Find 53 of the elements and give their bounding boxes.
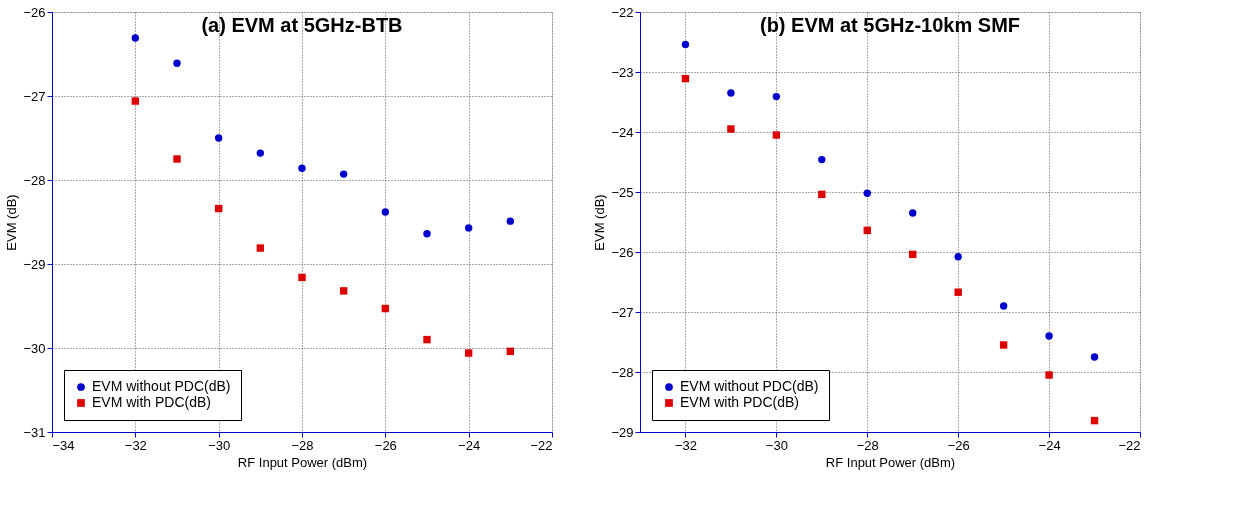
point xyxy=(1045,332,1053,340)
y-tick-label: −28 xyxy=(611,364,634,380)
y-tick-label: −25 xyxy=(611,184,634,200)
point xyxy=(1045,371,1053,379)
point xyxy=(863,189,871,197)
x-tick-label: −34 xyxy=(52,437,75,453)
x-axis-title: RF Input Power (dBm) xyxy=(237,454,368,470)
point xyxy=(1090,353,1099,361)
legend-label: EVM with PDC(dB) xyxy=(680,394,800,410)
x-tick-label: −30 xyxy=(765,437,788,453)
x-tick-label: −32 xyxy=(124,437,147,453)
x-tick-label: −30 xyxy=(208,437,231,453)
y-axis-title: EVM (dB) xyxy=(592,194,608,251)
point xyxy=(772,131,781,139)
point xyxy=(681,40,690,49)
y-tick-label: −27 xyxy=(23,88,46,104)
legend-label: EVM without PDC(dB) xyxy=(680,378,819,394)
point xyxy=(999,302,1008,310)
y-tick-label: −30 xyxy=(23,340,46,356)
y-tick-label: −26 xyxy=(23,4,46,20)
x-tick-label: −24 xyxy=(458,437,481,453)
point xyxy=(818,155,826,164)
point xyxy=(954,288,962,296)
point xyxy=(772,92,781,101)
point xyxy=(727,125,735,133)
y-tick-label: −26 xyxy=(611,244,634,260)
point xyxy=(727,89,735,97)
y-tick-label: −23 xyxy=(611,64,634,80)
point xyxy=(909,209,917,217)
legend-label: EVM without PDC(dB) xyxy=(92,378,231,394)
y-tick-label: −27 xyxy=(611,304,634,320)
point xyxy=(954,253,962,261)
x-tick-label: −26 xyxy=(374,437,397,453)
chart-title: (b) EVM at 5GHz-10km SMF xyxy=(759,14,1021,36)
y-tick-label: −24 xyxy=(611,124,634,140)
x-tick-label: −32 xyxy=(674,437,697,453)
x-tick-label: −22 xyxy=(530,437,553,453)
y-tick-label: −28 xyxy=(23,172,46,188)
y-tick-label: −29 xyxy=(23,256,46,272)
chart-title: (a) EVM at 5GHz-BTB xyxy=(201,14,403,36)
y-tick-label: −22 xyxy=(611,4,634,20)
x-tick-label: −26 xyxy=(947,437,970,453)
y-tick-label: −31 xyxy=(23,424,46,440)
legend-label: EVM with PDC(dB) xyxy=(92,394,212,410)
x-axis-title: RF Input Power (dBm) xyxy=(825,454,956,470)
x-tick-label: −28 xyxy=(291,437,314,453)
x-tick-label: −22 xyxy=(1118,437,1141,453)
point xyxy=(999,341,1008,349)
y-axis-title: EVM (dB) xyxy=(4,194,20,251)
y-tick-label: −29 xyxy=(611,424,634,440)
x-tick-label: −28 xyxy=(856,437,879,453)
point xyxy=(818,190,826,199)
x-tick-label: −24 xyxy=(1038,437,1061,453)
